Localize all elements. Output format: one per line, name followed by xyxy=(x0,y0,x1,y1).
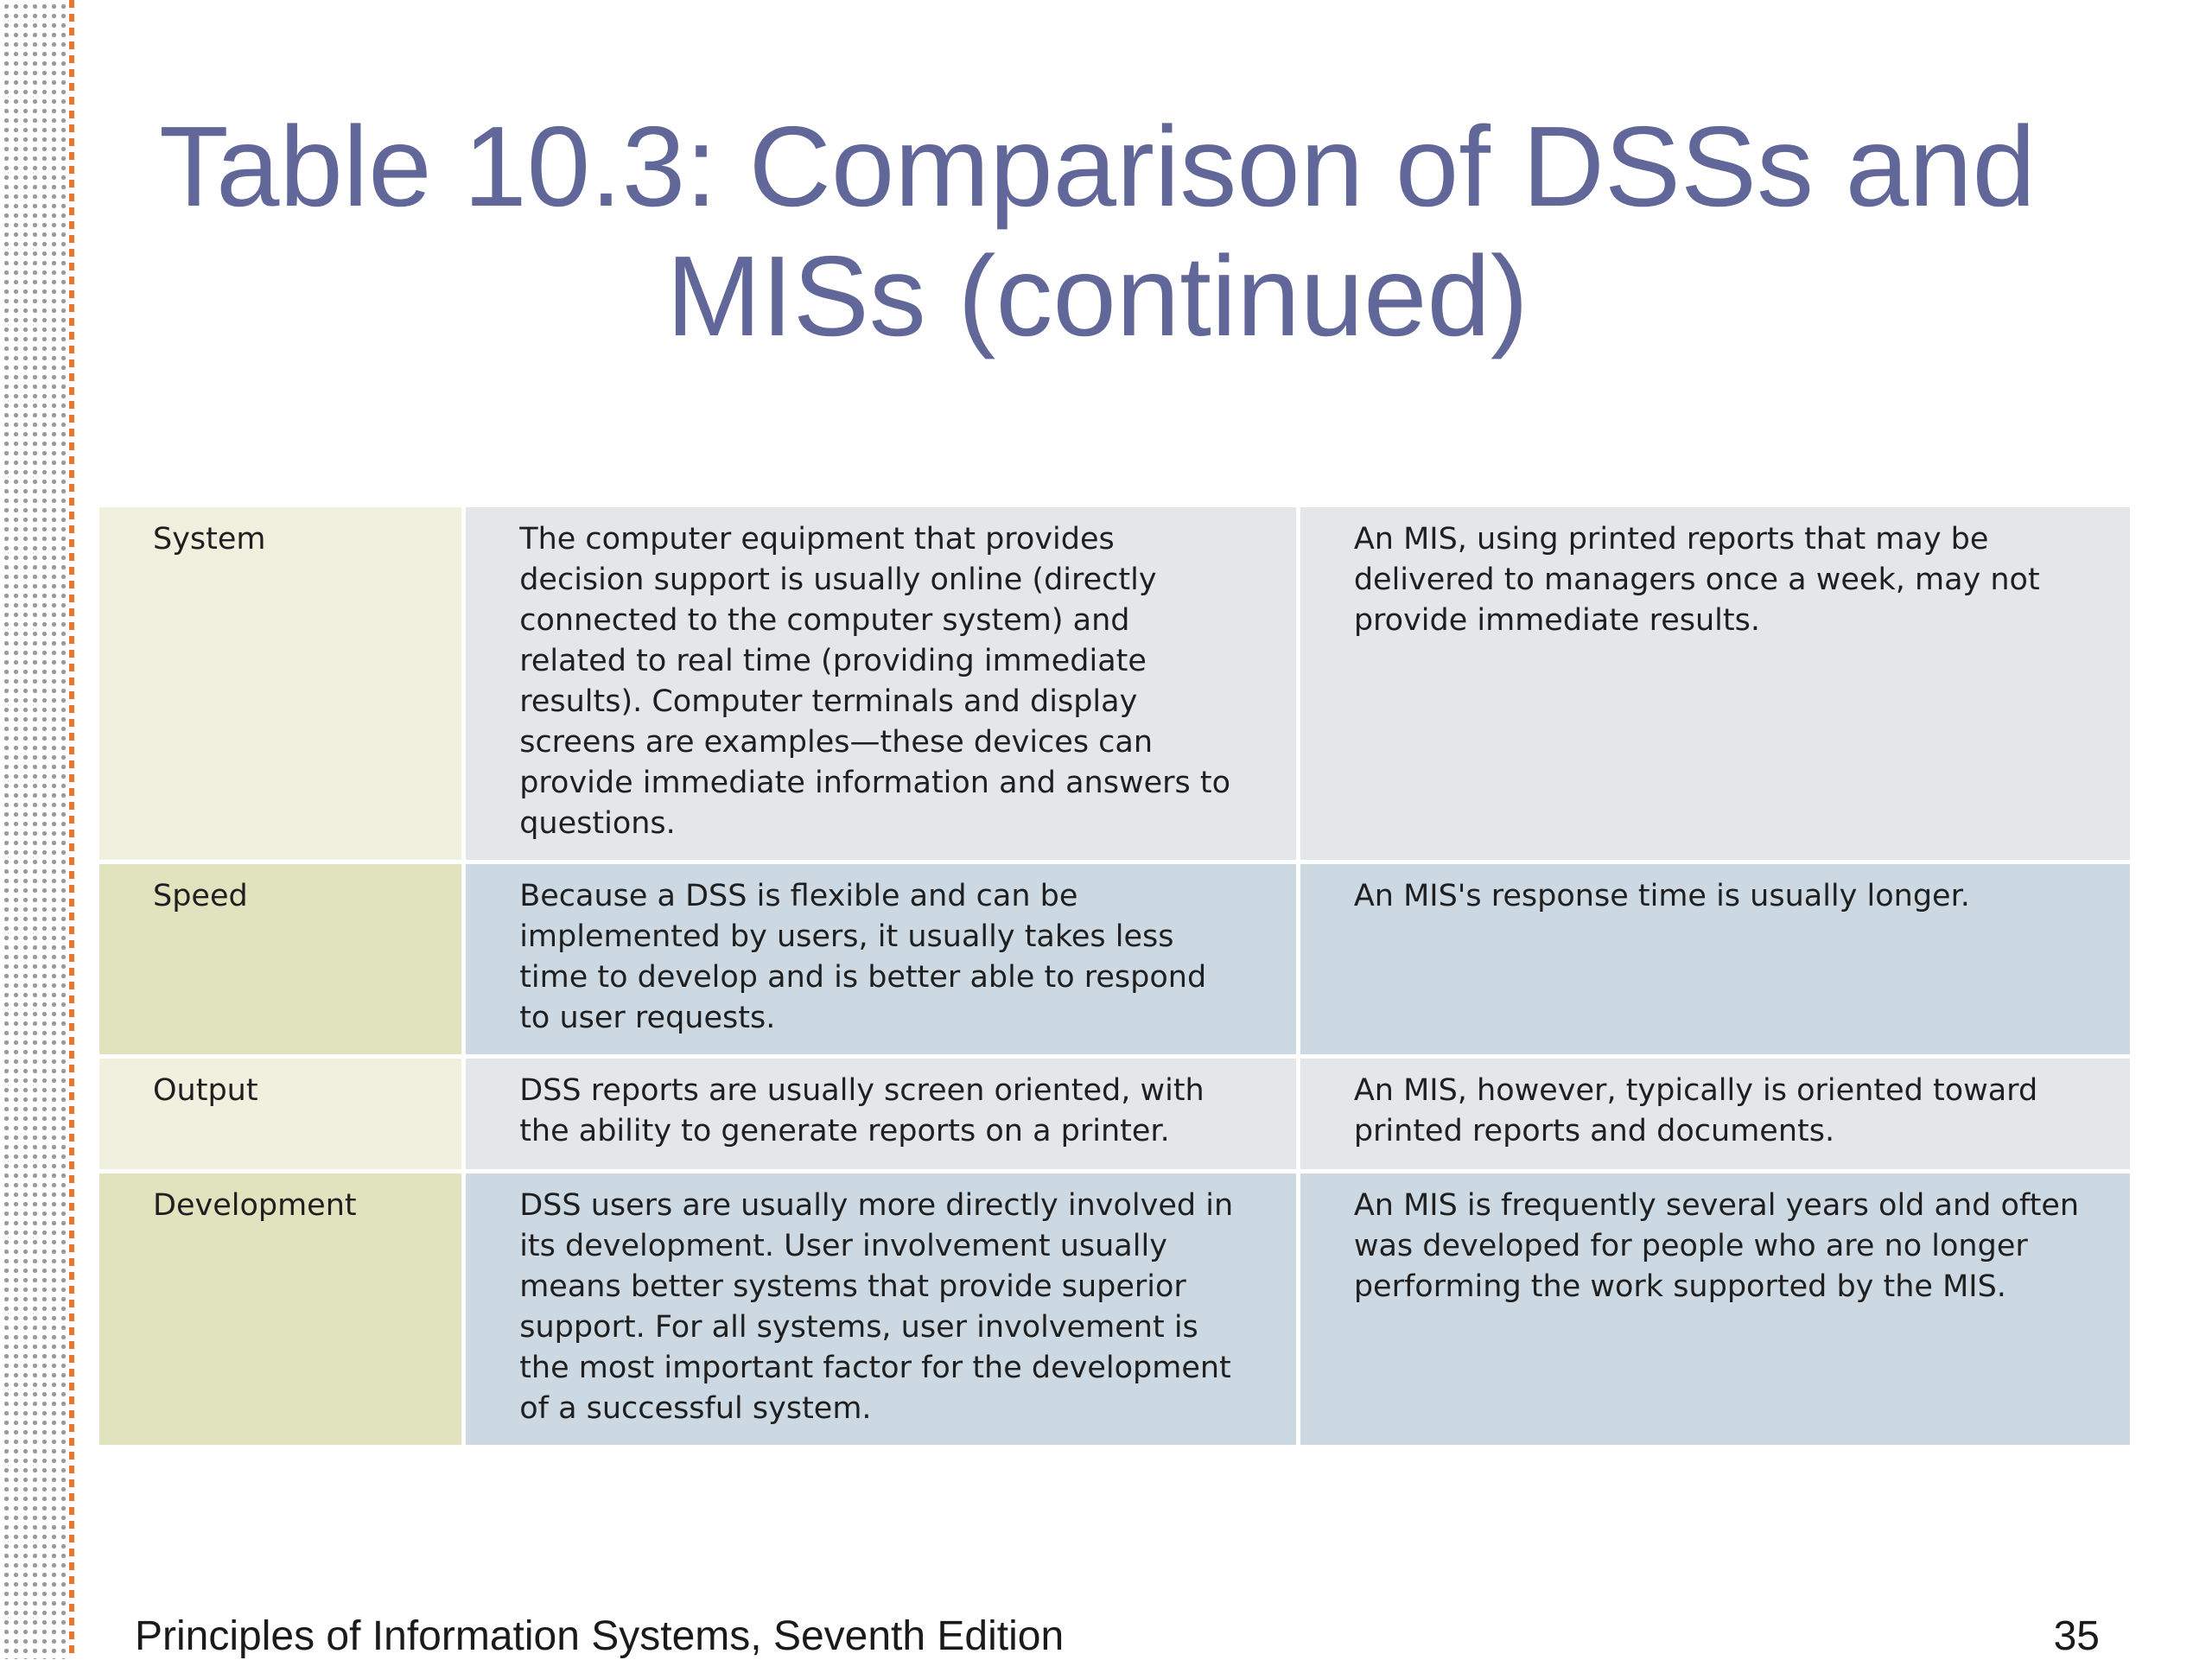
decorative-orange-dashes xyxy=(69,0,74,1659)
slide-title-line-2: MISs (continued) xyxy=(666,232,1529,359)
mis-cell: An MIS's response time is usually longer… xyxy=(1300,864,2130,1054)
dss-cell: DSS reports are usually screen oriented,… xyxy=(466,1059,1296,1169)
table-row-output: Output DSS reports are usually screen or… xyxy=(99,1059,2130,1169)
comparison-table: System The computer equipment that provi… xyxy=(95,503,2134,1449)
mis-cell: An MIS is frequently several years old a… xyxy=(1300,1173,2130,1445)
table-row-development: Development DSS users are usually more d… xyxy=(99,1173,2130,1445)
mis-cell: An MIS, using printed reports that may b… xyxy=(1300,507,2130,860)
mis-cell: An MIS, however, typically is oriented t… xyxy=(1300,1059,2130,1169)
row-label: Output xyxy=(99,1059,462,1169)
dss-cell: DSS users are usually more directly invo… xyxy=(466,1173,1296,1445)
row-label: System xyxy=(99,507,462,860)
dss-cell: Because a DSS is flexible and can be imp… xyxy=(466,864,1296,1054)
table-row-speed: Speed Because a DSS is flexible and can … xyxy=(99,864,2130,1054)
footer-text: Principles of Information Systems, Seven… xyxy=(135,1613,1065,1659)
slide-title: Table 10.3: Comparison of DSSs and MISs … xyxy=(130,102,2065,361)
page-number: 35 xyxy=(2053,1613,2100,1659)
table-row-system: System The computer equipment that provi… xyxy=(99,507,2130,860)
slide-title-line-1: Table 10.3: Comparison of DSSs and xyxy=(159,103,2036,230)
dss-cell: The computer equipment that provides dec… xyxy=(466,507,1296,860)
row-label: Development xyxy=(99,1173,462,1445)
row-label: Speed xyxy=(99,864,462,1054)
decorative-dot-border xyxy=(0,0,67,1659)
